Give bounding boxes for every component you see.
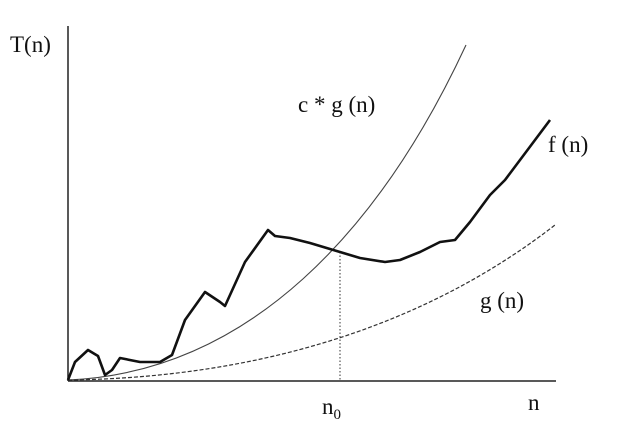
y-axis-label: T(n) — [10, 32, 51, 57]
x-axis-label: n — [528, 390, 540, 415]
n0-base: n — [322, 394, 334, 419]
g-curve — [67, 224, 556, 381]
f-curve — [66, 119, 552, 381]
cg-curve — [67, 44, 467, 381]
f-label: f (n) — [548, 132, 588, 157]
n0-sub: 0 — [334, 407, 342, 423]
g-label: g (n) — [480, 288, 524, 313]
cg-label: c * g (n) — [298, 92, 375, 117]
n0-label: n0 — [322, 394, 341, 423]
